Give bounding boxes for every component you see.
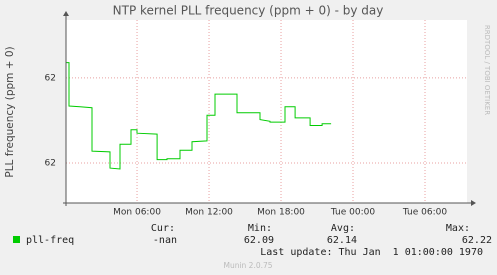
chart-title: NTP kernel PLL frequency (ppm + 0) - by …: [113, 4, 384, 18]
x-tick-label: Tue 06:00: [402, 208, 447, 218]
legend-max: 62.22: [462, 235, 492, 246]
legend-header: Max:: [446, 223, 470, 234]
legend-header: Avg:: [331, 223, 355, 234]
legend-avg: 62.14: [327, 235, 357, 246]
last-update: Last update: Thu Jan 1 01:00:00 1970: [260, 247, 483, 258]
x-tick-label: Mon 18:00: [257, 208, 305, 218]
legend-header: Cur:: [151, 223, 175, 234]
y-axis-label: PLL frequency (ppm + 0): [4, 46, 16, 177]
side-label: RRDTOOL / TOBI OETIKER: [483, 25, 491, 115]
footer: Munin 2.0.75: [223, 261, 272, 270]
y-tick-label: 62: [45, 158, 56, 168]
legend-swatch: [13, 236, 20, 243]
legend-name: pll-freq: [26, 235, 74, 246]
y-tick-label: 62: [45, 73, 56, 83]
x-tick-label: Mon 12:00: [185, 208, 233, 218]
legend-min: 62.09: [244, 235, 274, 246]
x-tick-label: Mon 06:00: [113, 208, 161, 218]
plot-area: [66, 20, 467, 203]
y-axis-arrow: [63, 11, 69, 16]
x-axis-arrow: [471, 200, 476, 206]
legend-cur: -nan: [153, 235, 177, 246]
x-tick-label: Tue 00:00: [330, 208, 375, 218]
data-line: [66, 62, 332, 170]
legend-header: Min:: [248, 223, 272, 234]
